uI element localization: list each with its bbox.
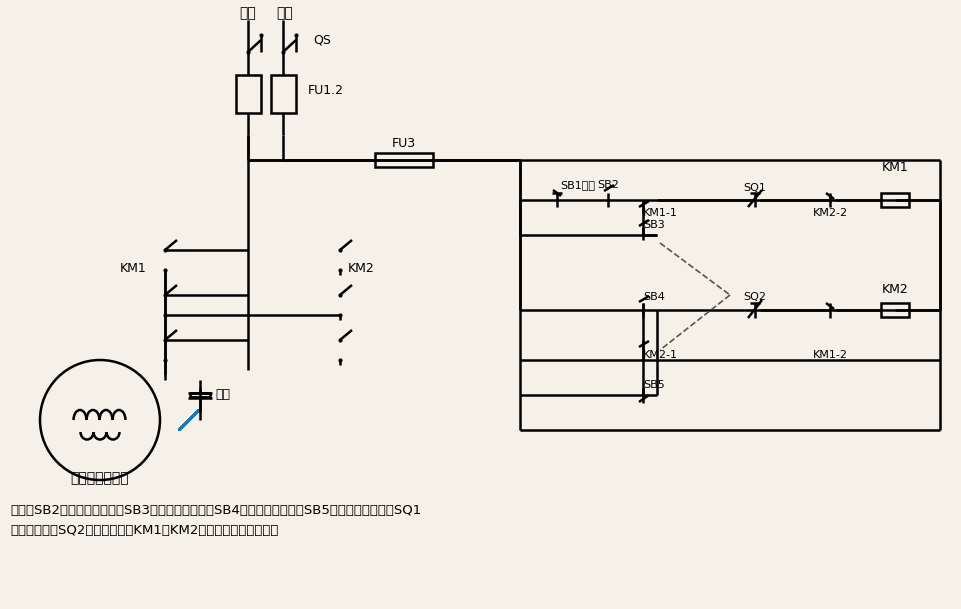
Text: FU3: FU3 [391,136,415,149]
Text: SQ2: SQ2 [743,292,766,302]
Text: KM2: KM2 [880,283,907,295]
Text: KM2-2: KM2-2 [812,208,847,218]
Bar [235,75,260,113]
Text: 火线: 火线 [239,6,257,20]
Text: 零线: 零线 [277,6,293,20]
Bar [271,75,296,113]
Text: SB4: SB4 [642,292,664,302]
Bar [375,153,432,167]
Text: SB5: SB5 [642,380,664,390]
Text: KM2-1: KM2-1 [642,350,678,360]
Text: QS: QS [312,33,331,46]
Bar [880,193,908,207]
Text: KM1: KM1 [120,261,147,275]
Text: 为最高限位，SQ2为最低限位。KM1、KM2可用中间继电器代替。: 为最高限位，SQ2为最低限位。KM1、KM2可用中间继电器代替。 [10,524,278,537]
Text: KM1-2: KM1-2 [812,350,847,360]
Text: KM1-1: KM1-1 [642,208,678,218]
Text: 电容: 电容 [214,389,230,401]
Text: SB1停止: SB1停止 [559,180,595,190]
Text: SB2: SB2 [597,180,618,190]
Text: SQ1: SQ1 [743,183,766,193]
Text: FU1.2: FU1.2 [308,83,344,96]
Text: KM2: KM2 [348,261,375,275]
Text: KM1: KM1 [880,161,907,174]
Bar [190,393,209,397]
Text: 单相电容电动机: 单相电容电动机 [70,471,129,485]
Text: 说明：SB2为上升启动按钮，SB3为上升点动按钮，SB4为下降启动按钮，SB5为下降点动按钮；SQ1: 说明：SB2为上升启动按钮，SB3为上升点动按钮，SB4为下降启动按钮，SB5为… [10,504,421,516]
Bar [880,303,908,317]
Text: SB3: SB3 [642,220,664,230]
